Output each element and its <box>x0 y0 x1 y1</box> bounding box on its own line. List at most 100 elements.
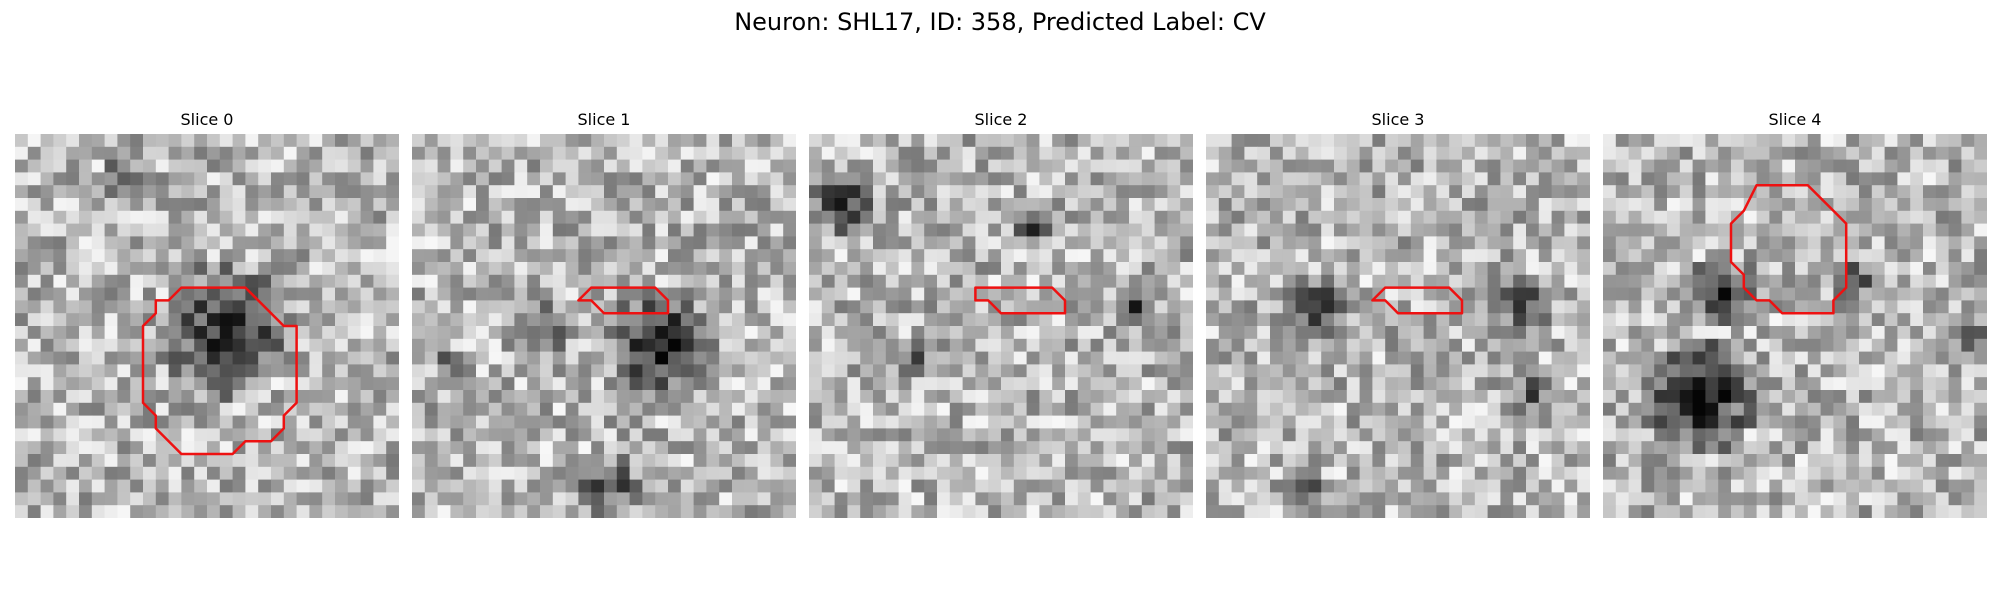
pixel <box>245 198 259 212</box>
pixel <box>1513 351 1527 365</box>
pixel <box>821 428 836 442</box>
pixel <box>1206 287 1220 301</box>
pixel <box>1743 236 1758 250</box>
pixel <box>104 479 118 493</box>
pixel <box>1065 159 1079 173</box>
pixel <box>1321 249 1335 263</box>
pixel <box>757 377 771 391</box>
pixel <box>668 274 682 289</box>
pixel <box>79 454 93 468</box>
pixel <box>1385 210 1399 225</box>
pixel <box>1526 441 1540 455</box>
pixel <box>15 172 29 186</box>
pixel <box>911 479 925 493</box>
pixel <box>1846 300 1860 314</box>
pixel <box>437 454 451 468</box>
pixel <box>680 210 695 225</box>
pixel <box>1167 326 1181 340</box>
pixel <box>1116 159 1130 173</box>
pixel <box>1910 505 1924 518</box>
pixel <box>629 210 643 225</box>
pixel <box>821 223 836 237</box>
pixel <box>847 390 861 404</box>
pixel <box>296 134 310 148</box>
pixel <box>578 351 592 365</box>
pixel <box>1897 198 1911 212</box>
pixel <box>1846 185 1860 199</box>
pixel <box>130 198 144 212</box>
pixel <box>1731 146 1745 161</box>
pixel <box>1807 210 1822 225</box>
pixel <box>1346 454 1361 468</box>
pixel <box>1244 313 1258 327</box>
pixel <box>1487 492 1501 506</box>
pixel <box>962 492 976 506</box>
pixel <box>296 300 310 314</box>
pixel <box>1039 287 1053 301</box>
pixel <box>1820 466 1834 481</box>
pixel <box>1077 313 1092 327</box>
pixel <box>155 415 170 429</box>
pixel <box>437 287 451 301</box>
pixel <box>1615 134 1630 148</box>
pixel <box>501 390 515 404</box>
pixel <box>1833 185 1847 199</box>
pixel <box>924 492 938 506</box>
pixel <box>629 390 643 404</box>
pixel <box>1935 249 1950 263</box>
pixel <box>1321 466 1335 481</box>
pixel <box>1679 492 1694 506</box>
pixel <box>1897 338 1911 353</box>
pixel <box>1538 377 1553 391</box>
pixel <box>1398 223 1412 237</box>
pixel <box>1782 428 1796 442</box>
pixel <box>668 300 682 314</box>
pixel <box>885 326 900 340</box>
pixel <box>1077 223 1092 237</box>
pixel <box>1167 249 1181 263</box>
pixel <box>1603 441 1617 455</box>
pixel <box>1577 210 1590 225</box>
pixel <box>1974 262 1987 276</box>
pixel <box>143 466 157 481</box>
pixel <box>1270 134 1284 148</box>
pixel <box>501 441 515 455</box>
pixel <box>1026 274 1040 289</box>
pixel <box>1462 351 1476 365</box>
pixel <box>1013 441 1028 455</box>
pixel <box>616 428 631 442</box>
pixel <box>1436 249 1450 263</box>
pixel <box>1820 351 1834 365</box>
pixel <box>693 454 707 468</box>
pixel <box>15 159 29 173</box>
pixel <box>1410 210 1425 225</box>
pixel <box>1500 326 1514 340</box>
pixel <box>1756 274 1770 289</box>
pixel <box>437 159 451 173</box>
pixel <box>335 249 349 263</box>
pixel <box>1372 402 1386 417</box>
pixel <box>962 274 976 289</box>
pixel <box>1833 274 1847 289</box>
pixel <box>1731 274 1745 289</box>
pixel <box>860 198 874 212</box>
pixel <box>680 326 695 340</box>
pixel <box>1603 198 1617 212</box>
pixel <box>1180 351 1193 365</box>
pixel <box>1372 236 1386 250</box>
pixel <box>130 390 144 404</box>
pixel <box>1398 134 1412 148</box>
pixel <box>1167 428 1181 442</box>
pixel <box>296 274 310 289</box>
pixel <box>1564 223 1578 237</box>
pixel <box>1129 466 1143 481</box>
pixel <box>1231 402 1245 417</box>
pixel <box>66 364 80 378</box>
pixel <box>1910 185 1924 199</box>
pixel <box>1654 479 1668 493</box>
pixel <box>232 351 246 365</box>
pixel <box>847 415 861 429</box>
pixel <box>104 146 118 161</box>
pixel <box>1001 402 1015 417</box>
pixel <box>552 236 567 250</box>
